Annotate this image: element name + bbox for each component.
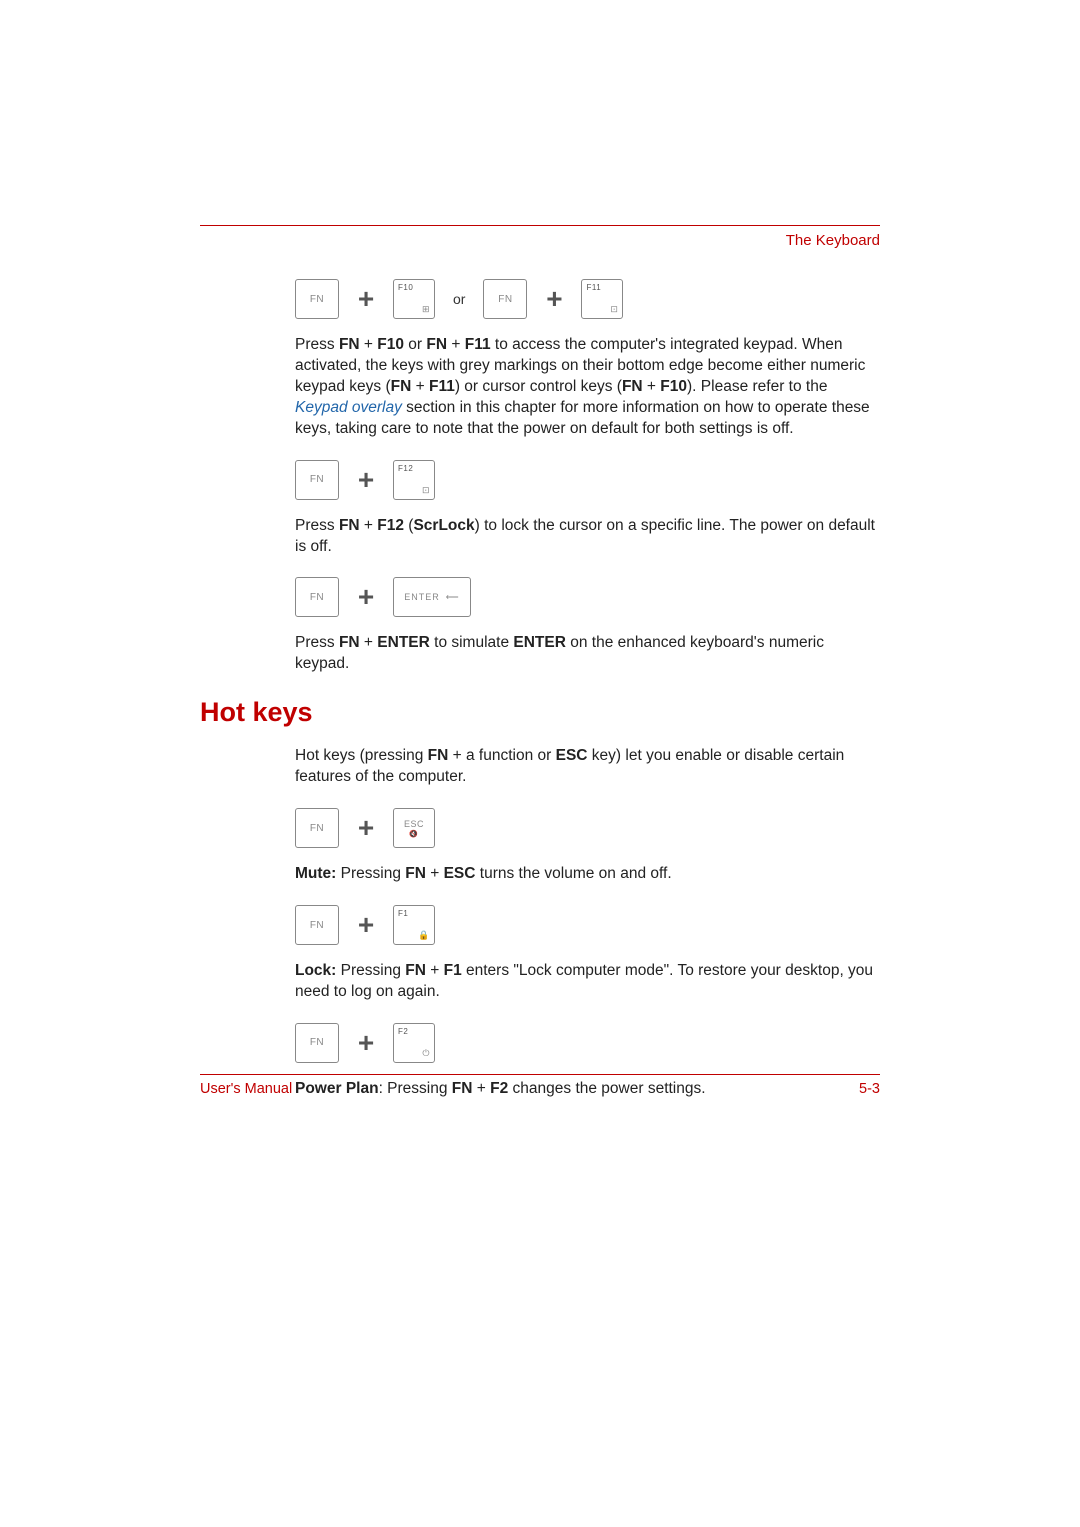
plus-icon: +: [357, 814, 375, 842]
fn-key-icon: FN: [295, 279, 339, 319]
footer-manual-label: User's Manual: [200, 1081, 292, 1097]
hotkeys-heading: Hot keys: [200, 697, 880, 728]
power-glyph: ⏻: [422, 1048, 430, 1059]
f11-key-icon: F11 ⊡: [581, 279, 623, 319]
f2-key-icon: F2 ⏻: [393, 1023, 435, 1063]
f10-key-icon: F10 ⊞: [393, 279, 435, 319]
plus-icon: +: [357, 911, 375, 939]
key-combo-f2: FN + F2 ⏻: [295, 1021, 880, 1065]
fn-key-icon: FN: [483, 279, 527, 319]
keypad-overlay-link[interactable]: Keypad overlay: [295, 399, 402, 416]
enter-label: ENTER: [404, 592, 440, 602]
f12-key-icon: F12 ⊡: [393, 460, 435, 500]
mute-glyph: 🔇: [409, 830, 418, 838]
or-text: or: [453, 291, 465, 307]
plus-icon: +: [357, 1029, 375, 1057]
f2-label: F2: [398, 1027, 408, 1036]
fn-key-icon: FN: [295, 577, 339, 617]
fn-key-icon: FN: [295, 808, 339, 848]
paragraph-lock: Lock: Pressing FN + F1 enters "Lock comp…: [295, 961, 880, 1003]
paragraph-keypad: Press FN + F10 or FN + F11 to access the…: [295, 335, 880, 440]
enter-key-icon: ENTER ⟵: [393, 577, 471, 617]
lock-glyph: 🔒: [418, 930, 430, 941]
f12-glyph: ⊡: [422, 485, 430, 496]
enter-arrow-icon: ⟵: [446, 592, 460, 603]
plus-icon: +: [357, 583, 375, 611]
header-section-label: The Keyboard: [200, 232, 880, 249]
paragraph-enter: Press FN + ENTER to simulate ENTER on th…: [295, 633, 880, 675]
f10-label: F10: [398, 283, 413, 292]
paragraph-mute: Mute: Pressing FN + ESC turns the volume…: [295, 864, 880, 885]
key-combo-enter: FN + ENTER ⟵: [295, 575, 880, 619]
paragraph-hotkeys-intro: Hot keys (pressing FN + a function or ES…: [295, 746, 880, 788]
f12-label: F12: [398, 464, 413, 473]
footer-rule: [200, 1074, 880, 1075]
hotkeys-column: Hot keys (pressing FN + a function or ES…: [295, 746, 880, 1100]
f10-glyph: ⊞: [422, 304, 430, 315]
key-combo-f12: FN + F12 ⊡: [295, 458, 880, 502]
f11-glyph: ⊡: [610, 304, 618, 315]
plus-icon: +: [357, 466, 375, 494]
paragraph-scrlock: Press FN + F12 (ScrLock) to lock the cur…: [295, 516, 880, 558]
footer-page-number: 5-3: [859, 1081, 880, 1097]
esc-key-icon: ESC 🔇: [393, 808, 435, 848]
plus-icon: +: [545, 285, 563, 313]
f1-key-icon: F1 🔒: [393, 905, 435, 945]
key-combo-esc: FN + ESC 🔇: [295, 806, 880, 850]
esc-label: ESC: [404, 819, 424, 829]
f11-label: F11: [586, 283, 601, 292]
content-column: FN + F10 ⊞ or FN + F11 ⊡ Press FN + F10 …: [295, 277, 880, 675]
fn-key-icon: FN: [295, 905, 339, 945]
key-combo-f10-f11: FN + F10 ⊞ or FN + F11 ⊡: [295, 277, 880, 321]
fn-key-icon: FN: [295, 1023, 339, 1063]
page-footer: User's Manual 5-3: [200, 1074, 880, 1097]
key-combo-f1: FN + F1 🔒: [295, 903, 880, 947]
f1-label: F1: [398, 909, 408, 918]
header-rule: [200, 225, 880, 226]
fn-key-icon: FN: [295, 460, 339, 500]
plus-icon: +: [357, 285, 375, 313]
